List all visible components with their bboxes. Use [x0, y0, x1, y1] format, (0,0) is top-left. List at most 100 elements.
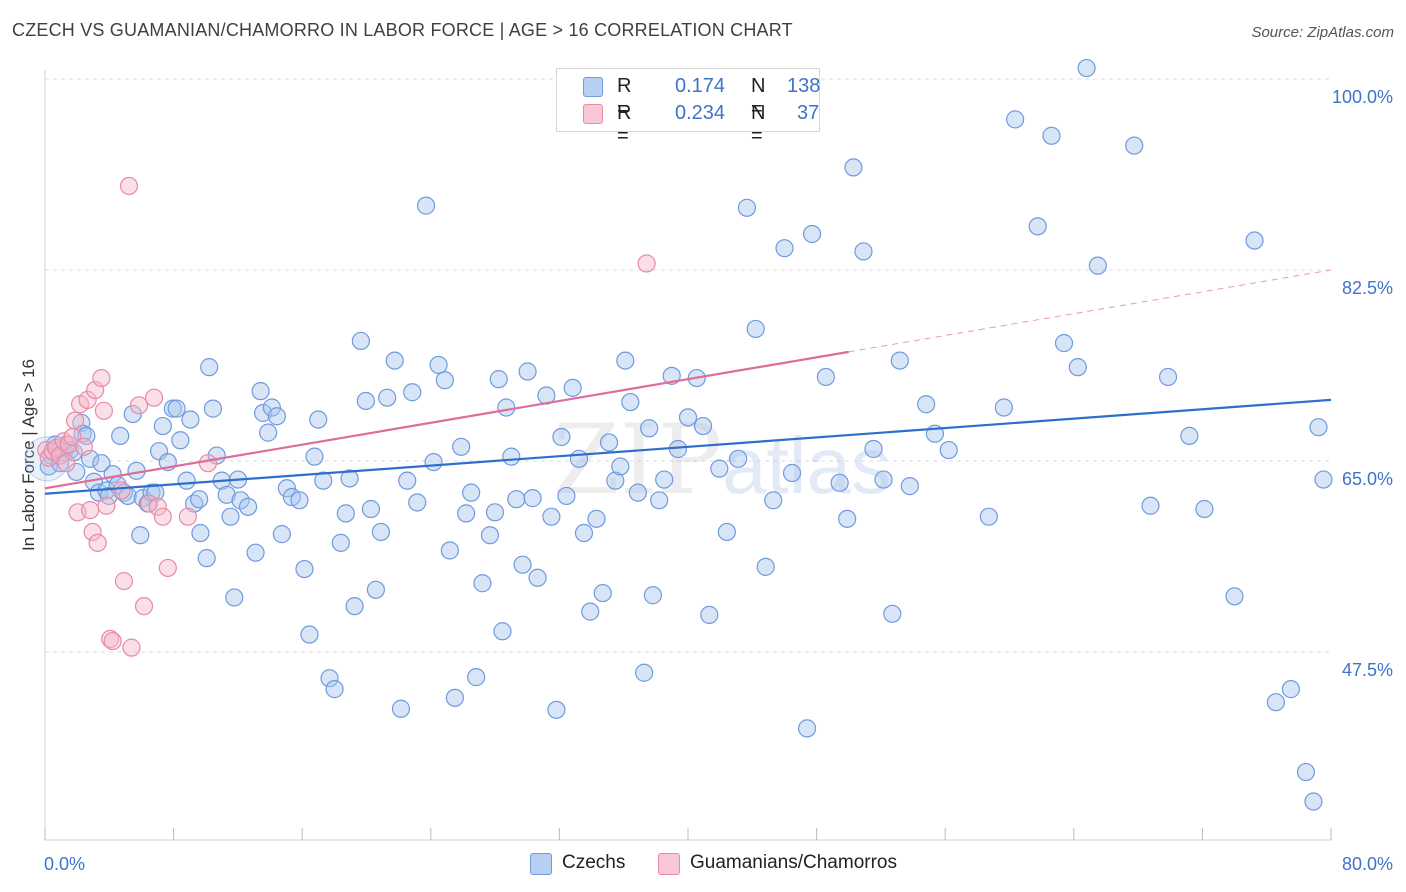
czechs-point — [171, 431, 190, 450]
czechs-point — [830, 473, 849, 492]
y-axis-title: In Labor Force | Age > 16 — [19, 359, 38, 551]
guamanians-point — [78, 390, 97, 409]
czechs-point — [552, 427, 571, 447]
n-label: N = — [751, 102, 766, 147]
x-tick-label: 80.0% — [1342, 854, 1393, 874]
guamanians-point — [81, 501, 100, 520]
czechs-point — [816, 367, 835, 387]
czechs-point — [693, 416, 713, 436]
y-tick-label: 47.5% — [1342, 660, 1393, 680]
czechs-point — [1225, 587, 1244, 606]
czechs-point — [320, 669, 339, 688]
czechs-point — [351, 331, 370, 351]
guamanians-point — [637, 254, 656, 273]
czechs-point — [1281, 680, 1300, 699]
czechs-point — [518, 362, 537, 381]
czechs-point — [445, 688, 464, 707]
czechs-point — [385, 351, 404, 370]
czechs-point — [295, 559, 314, 579]
czechs-point — [200, 358, 219, 377]
guamanians-point — [148, 497, 167, 516]
czechs-point — [563, 378, 582, 397]
czechs-point — [452, 437, 471, 456]
czechs-point — [336, 504, 355, 523]
czechs-point — [1266, 693, 1285, 712]
czechs-point — [290, 491, 309, 510]
czechs-point — [331, 533, 350, 552]
czechs-point — [246, 543, 265, 562]
czechs-point — [587, 509, 606, 528]
czechs-legend-label: Czechs — [562, 852, 626, 873]
czechs-legend-swatch — [530, 853, 552, 875]
czechs-point — [523, 489, 542, 508]
czechs-point — [197, 549, 216, 568]
czechs-point — [146, 483, 165, 502]
guamanians-points — [37, 176, 656, 657]
czechs-point — [314, 471, 333, 490]
guamanians-point — [198, 454, 218, 473]
czechs-point — [77, 426, 96, 445]
czechs-point — [167, 399, 186, 418]
trend-lines — [44, 269, 1332, 495]
czechs-point — [655, 470, 674, 489]
czechs-point — [131, 526, 150, 545]
czechs-point — [345, 597, 364, 616]
czechs-point — [737, 198, 757, 217]
czechs-point — [599, 433, 619, 452]
czechs-point — [267, 407, 286, 426]
czechs-point — [262, 398, 281, 417]
n-value: 37 — [797, 102, 820, 124]
guamanians-point — [74, 437, 93, 456]
guamanians-point — [153, 507, 172, 526]
y-tick-labels: 47.5% 65.0% 82.5% 100.0% — [1332, 87, 1393, 680]
czechs-point — [864, 439, 883, 459]
czechs-point — [480, 526, 500, 545]
czechs-point — [177, 471, 196, 490]
czechs-point — [717, 522, 736, 542]
czechs-point — [253, 403, 273, 423]
series-legend: Czechs Guamanians/Chamorros — [0, 852, 1406, 878]
czechs-point — [729, 449, 748, 468]
czechs-point — [485, 503, 505, 522]
guamanians-point — [119, 176, 139, 196]
czechs-point — [900, 477, 919, 496]
czechs-point — [203, 399, 223, 418]
n-label: N = — [751, 75, 766, 120]
guamanians-point — [57, 454, 76, 473]
czechs-point — [513, 555, 532, 574]
czechs-point — [502, 447, 521, 466]
czechs-point — [190, 490, 209, 509]
czechs-point — [371, 522, 391, 542]
czechs-point — [844, 158, 863, 177]
czechs-point — [1125, 136, 1144, 155]
chart-title: CZECH VS GUAMANIAN/CHAMORRO IN LABOR FOR… — [12, 20, 793, 40]
czechs-point — [493, 622, 512, 641]
czechs-point — [361, 499, 380, 519]
czechs-point — [277, 479, 297, 498]
czechs-point — [181, 410, 200, 429]
czechs-point — [797, 719, 817, 738]
czechs-point — [153, 416, 172, 436]
czechs-point — [1314, 470, 1333, 489]
czechs-point — [994, 398, 1013, 417]
czechs-trend-line — [44, 398, 1332, 495]
guamanians-trend-extension — [848, 269, 1332, 353]
czechs-point — [1158, 367, 1178, 387]
czechs-point — [890, 351, 909, 370]
czechs-point — [238, 497, 258, 516]
czechs-point — [398, 471, 417, 490]
guamanians-point — [83, 522, 102, 542]
czechs-point — [403, 383, 422, 402]
czechs-point — [917, 395, 936, 414]
czechs-point — [557, 486, 576, 506]
czechs-point — [440, 541, 459, 560]
czechs-point — [874, 470, 893, 489]
czechs-point — [1088, 256, 1107, 275]
czechs-point — [497, 398, 516, 417]
guamanians-point — [129, 396, 149, 415]
czechs-point — [700, 605, 719, 624]
czechs-point — [1309, 418, 1328, 437]
czechs-point — [593, 583, 612, 603]
guamanians-point — [88, 533, 107, 552]
guamanians-legend-swatch — [658, 853, 680, 875]
